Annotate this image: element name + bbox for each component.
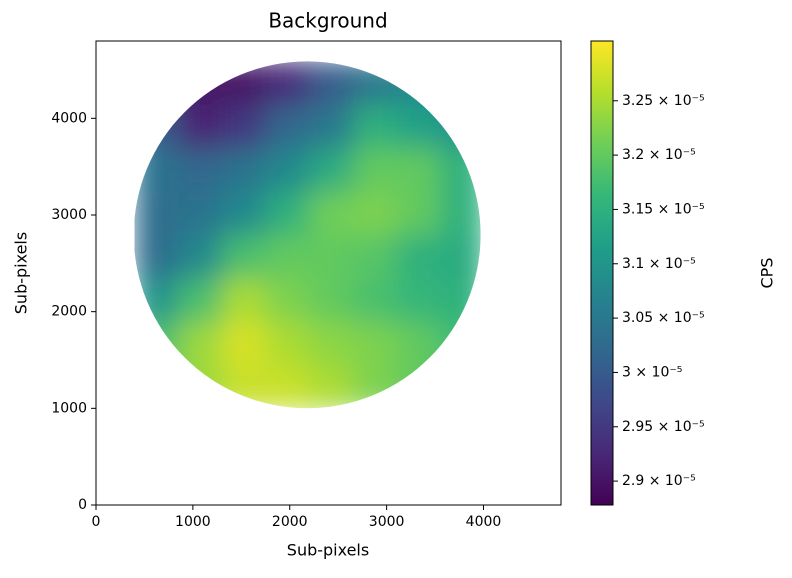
colorbar-tick-label: 3.05 × 10⁻⁵ [622,310,705,326]
y-tick-label: 3000 [51,207,87,223]
heat-cell [134,277,179,322]
heat-cell [265,277,310,322]
heat-cell [309,234,354,279]
heat-cell [352,234,397,279]
heat-cell [439,147,481,192]
heat-cell [178,234,223,279]
heat-cell [221,364,267,409]
x-tick-label: 3000 [369,514,405,530]
y-tick-label: 0 [78,497,87,513]
y-axis-label: Sub-pixels [12,232,31,314]
heat-cell [439,61,481,105]
heat-cell [265,190,310,235]
heat-cell [352,103,397,148]
heat-cell [396,364,441,409]
heat-cell [309,61,354,105]
heat-cell [221,190,267,235]
heat-cell [396,321,441,366]
heat-cell [221,61,267,105]
y-tick-label: 4000 [51,110,87,126]
heat-cell [352,190,397,235]
heat-cell [221,103,267,148]
heat-cell [439,364,481,409]
heat-cell [352,61,397,105]
colorbar-tick-label: 3.2 × 10⁻⁵ [622,147,696,163]
colorbar-tick-label: 2.9 × 10⁻⁵ [622,473,696,489]
heat-cell [396,103,441,148]
heat-cell [265,234,310,279]
colorbar-tick-label: 3.1 × 10⁻⁵ [622,256,696,272]
axes-frame [95,40,562,506]
heat-cell [134,147,179,192]
heat-cell [178,364,223,409]
x-tick-label: 0 [92,514,101,530]
heat-cell [396,61,441,105]
heat-cell [265,147,310,192]
heat-cell [221,234,267,279]
heat-cell [134,103,179,148]
heat-cell [352,364,397,409]
x-tick-label: 1000 [175,514,211,530]
heat-cell [439,190,481,235]
colorbar-tick-label: 2.95 × 10⁻⁵ [622,419,705,435]
colorbar [590,40,614,506]
y-tick-label: 2000 [51,304,87,320]
heat-cell [309,277,354,322]
heat-cell [265,61,310,105]
heat-cell [265,103,310,148]
x-tick-label: 2000 [272,514,308,530]
heat-cell [265,321,310,366]
heat-cell [309,364,354,409]
x-axis-label: Sub-pixels [287,541,369,560]
heat-cell [178,190,223,235]
heat-cell [265,364,310,409]
heat-cell [178,147,223,192]
heat-cell [178,103,223,148]
heat-cell [221,321,267,366]
heat-cell [396,234,441,279]
heat-cell [178,61,223,105]
heat-cell [439,277,481,322]
y-tick-label: 1000 [51,400,87,416]
chart-title: Background [268,9,387,33]
heat-cell [134,321,179,366]
heat-cell [134,190,179,235]
heat-cell [439,103,481,148]
heat-cell [134,234,179,279]
heat-cell [309,103,354,148]
heat-cell [178,277,223,322]
heat-cell [439,234,481,279]
heat-cell [439,321,481,366]
heat-cell [396,190,441,235]
heat-cell [178,321,223,366]
heat-cell [396,277,441,322]
heat-cell [352,147,397,192]
heatmap-area [134,61,481,409]
heat-cell [221,147,267,192]
heat-cell [309,321,354,366]
heatmap-cells [134,61,481,409]
colorbar-tick-label: 3 × 10⁻⁵ [622,364,682,380]
heat-cell [134,61,179,105]
heat-cell [352,277,397,322]
heat-cell [221,277,267,322]
heat-cell [134,364,179,409]
heat-cell [309,190,354,235]
heat-cell [396,147,441,192]
colorbar-label: CPS [758,258,777,289]
heat-cell [352,321,397,366]
colorbar-tick-label: 3.25 × 10⁻⁵ [622,93,705,109]
heat-cell [309,147,354,192]
x-tick-label: 4000 [466,514,502,530]
colorbar-tick-label: 3.15 × 10⁻⁵ [622,201,705,217]
